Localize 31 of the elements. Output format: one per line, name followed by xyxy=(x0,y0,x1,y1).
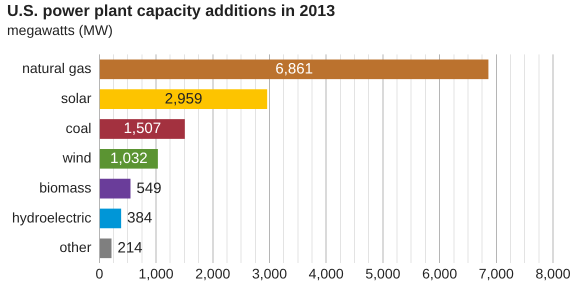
data-label: 384 xyxy=(127,210,152,227)
y-tick-label: solar xyxy=(61,90,92,106)
x-tick-label: 4,000 xyxy=(308,265,344,282)
x-tick-label: 8,000 xyxy=(535,265,571,282)
x-tick-label: 0 xyxy=(95,265,104,282)
x-tick-label: 6,000 xyxy=(422,265,458,282)
chart-subtitle: megawatts (MW) xyxy=(7,22,113,38)
y-tick-label: hydroelectric xyxy=(12,209,92,226)
bar xyxy=(100,89,268,109)
data-label: 6,861 xyxy=(275,60,313,78)
bar xyxy=(100,178,130,198)
x-tick-label: 2,000 xyxy=(195,265,230,282)
data-label: 1,032 xyxy=(110,150,148,167)
y-tick-label: biomass xyxy=(39,179,92,196)
bar xyxy=(100,59,488,80)
data-label: 549 xyxy=(136,180,162,197)
bar xyxy=(100,119,185,139)
y-tick-label: coal xyxy=(66,120,92,136)
x-tick-label: 3,000 xyxy=(252,265,288,282)
bar xyxy=(100,208,122,228)
x-tick-label: 5,000 xyxy=(365,265,401,282)
data-label: 214 xyxy=(118,239,143,256)
data-label: 2,959 xyxy=(164,90,202,108)
data-label: 1,507 xyxy=(124,120,162,138)
y-tick-label: natural gas xyxy=(22,60,92,76)
bar xyxy=(100,238,112,258)
y-tick-label: other xyxy=(59,239,92,256)
chart-title: U.S. power plant capacity additions in 2013 xyxy=(7,3,336,21)
x-tick-label: 1,000 xyxy=(138,265,174,282)
y-tick-label: wind xyxy=(62,150,92,166)
x-tick-label: 7,000 xyxy=(478,265,514,282)
